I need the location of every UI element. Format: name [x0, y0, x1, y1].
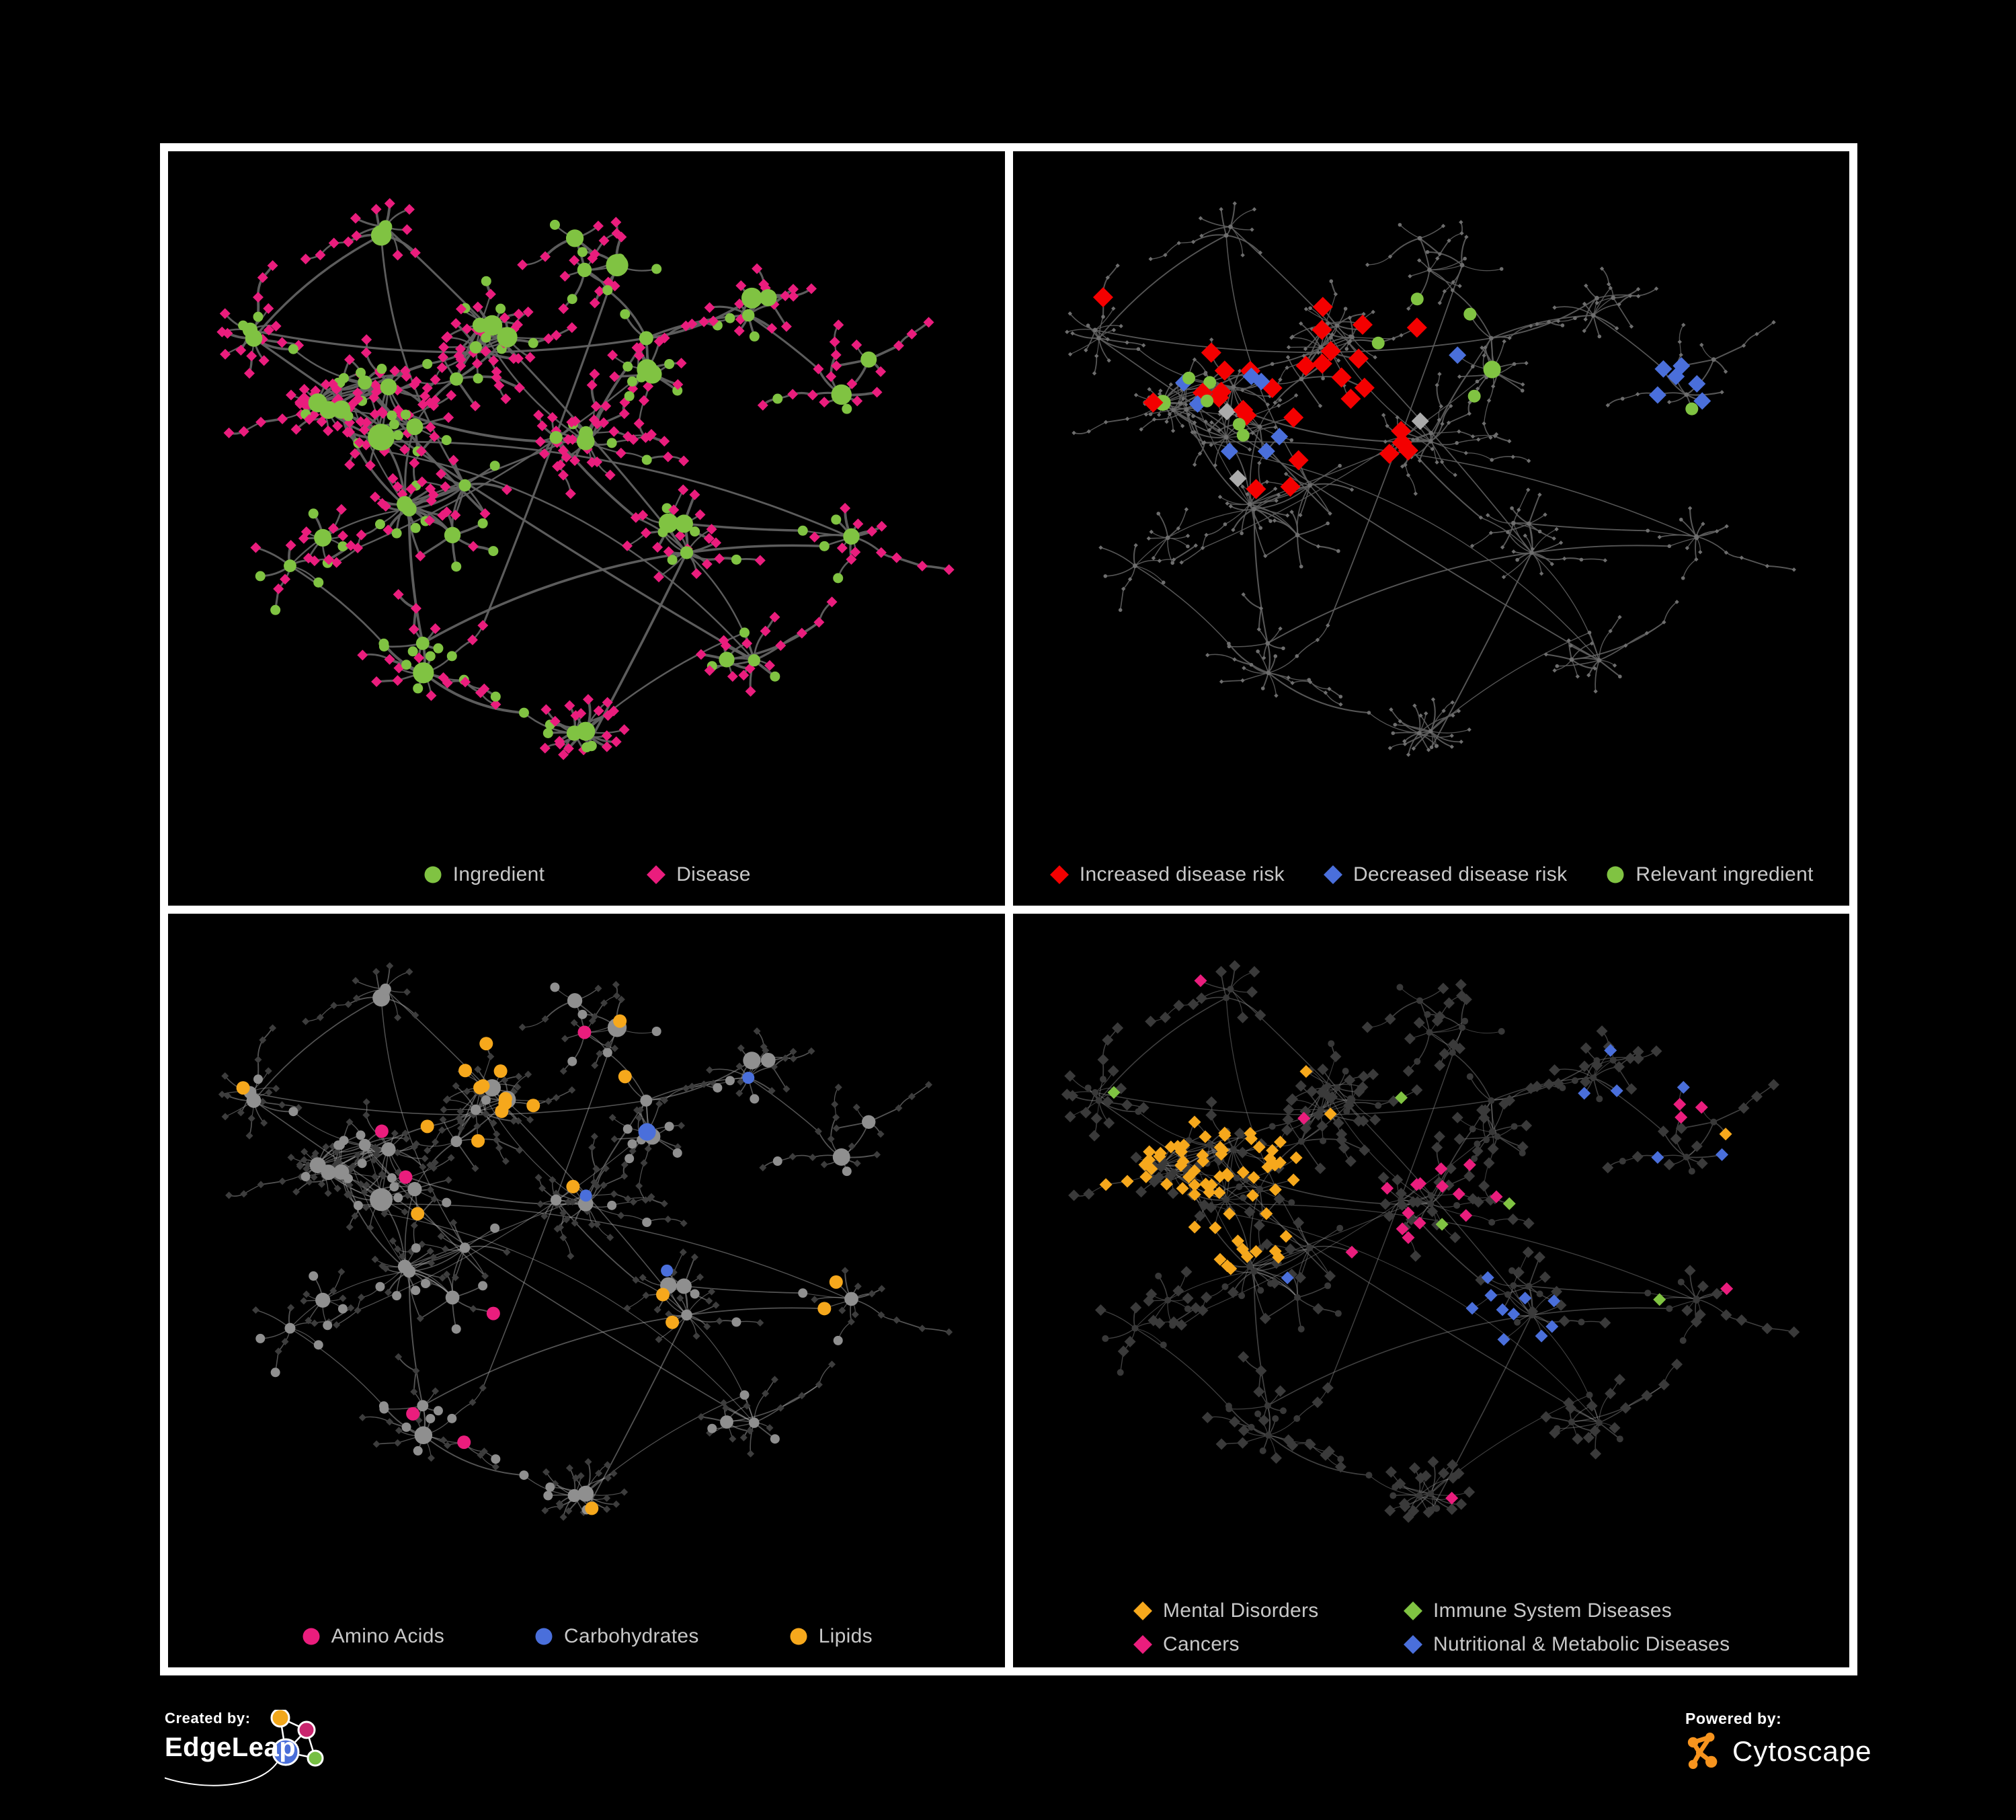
cytoscape-logo-row: Cytoscape	[1685, 1732, 1871, 1771]
circle-legend-marker-icon	[303, 1628, 320, 1645]
diamond-legend-marker-icon	[647, 865, 666, 884]
powered-by-label: Powered by:	[1685, 1710, 1782, 1727]
edgeleap-credit: Created by: EdgeLeap	[165, 1710, 366, 1798]
diamond-legend-marker-icon	[1404, 1635, 1423, 1654]
circle-legend-marker-icon	[790, 1628, 807, 1645]
legend-label: Carbohydrates	[564, 1625, 699, 1647]
legend: Mental Disorders Immune System Diseases Ca…	[1013, 1599, 1850, 1667]
created-by-label: Created by:	[165, 1710, 251, 1727]
legend-item-immune-system-diseases: Immune System Diseases	[1402, 1599, 1730, 1623]
legend-item-cancers: Cancers	[1132, 1632, 1402, 1657]
legend-item-lipids: Lipids	[788, 1624, 873, 1649]
panel-disease-risk: Increased disease risk Decreased disease …	[1012, 151, 1850, 906]
network-graph	[216, 198, 955, 760]
legend-label: Mental Disorders	[1163, 1599, 1319, 1622]
diamond-legend-marker-icon	[1133, 1635, 1153, 1654]
panel-ingredient-disease: Ingredient Disease	[168, 151, 1005, 906]
legend-label: Immune System Diseases	[1433, 1599, 1672, 1622]
legend: Increased disease risk Decreased disease …	[1013, 838, 1850, 906]
edgeleap-wordmark: EdgeLeap	[165, 1733, 296, 1762]
cytoscape-logo-icon	[1687, 1732, 1718, 1770]
legend-item-relevant-ingredient: Relevant ingredient	[1605, 863, 1813, 887]
circle-legend-marker-icon	[1607, 866, 1624, 883]
legend-label: Amino Acids	[331, 1625, 444, 1647]
circle-legend-marker-icon	[535, 1628, 553, 1645]
diamond-legend-marker-icon	[1323, 865, 1342, 884]
cytoscape-credit: Powered by: Cytoscape	[1685, 1710, 1871, 1771]
legend-item-increased-disease-risk: Increased disease risk	[1049, 863, 1285, 887]
legend-label: Ingredient	[452, 863, 545, 885]
legend-label: Disease	[676, 863, 751, 885]
diamond-legend-marker-icon	[1133, 1601, 1153, 1620]
circle-legend-marker-icon	[424, 866, 442, 883]
legend-label: Lipids	[818, 1625, 873, 1647]
legend-item-amino-acids: Amino Acids	[300, 1624, 444, 1649]
legend: Ingredient Disease	[168, 838, 1005, 906]
diamond-legend-marker-icon	[1404, 1601, 1423, 1620]
legend-item-decreased-disease-risk: Decreased disease risk	[1322, 863, 1567, 887]
legend-label: Relevant ingredient	[1636, 863, 1814, 885]
legend-item-disease: Disease	[645, 863, 750, 887]
network-graph	[218, 961, 953, 1521]
legend-item-carbohydrates: Carbohydrates	[533, 1624, 699, 1649]
legend-item-mental-disorders: Mental Disorders	[1132, 1599, 1402, 1623]
legend-item-nutritional-metabolic-diseases: Nutritional & Metabolic Diseases	[1402, 1632, 1730, 1657]
network-graph	[1061, 959, 1800, 1523]
legend-label: Decreased disease risk	[1353, 863, 1568, 885]
legend-item-ingredient: Ingredient	[422, 863, 545, 887]
legend: Amino Acids Carbohydrates Lipids	[168, 1600, 1005, 1667]
diamond-legend-marker-icon	[1049, 865, 1069, 884]
legend-label: Nutritional & Metabolic Diseases	[1433, 1633, 1730, 1655]
cytoscape-wordmark: Cytoscape	[1732, 1735, 1872, 1767]
panel-grid: Ingredient Disease Increased disease risk…	[160, 143, 1857, 1675]
network-graph	[1064, 201, 1796, 757]
legend-label: Increased disease risk	[1079, 863, 1285, 885]
panel-nutrient-classes: Amino Acids Carbohydrates Lipids	[168, 913, 1005, 1667]
legend-label: Cancers	[1163, 1633, 1240, 1655]
panel-disease-categories: Mental Disorders Immune System Diseases Ca…	[1012, 913, 1850, 1667]
